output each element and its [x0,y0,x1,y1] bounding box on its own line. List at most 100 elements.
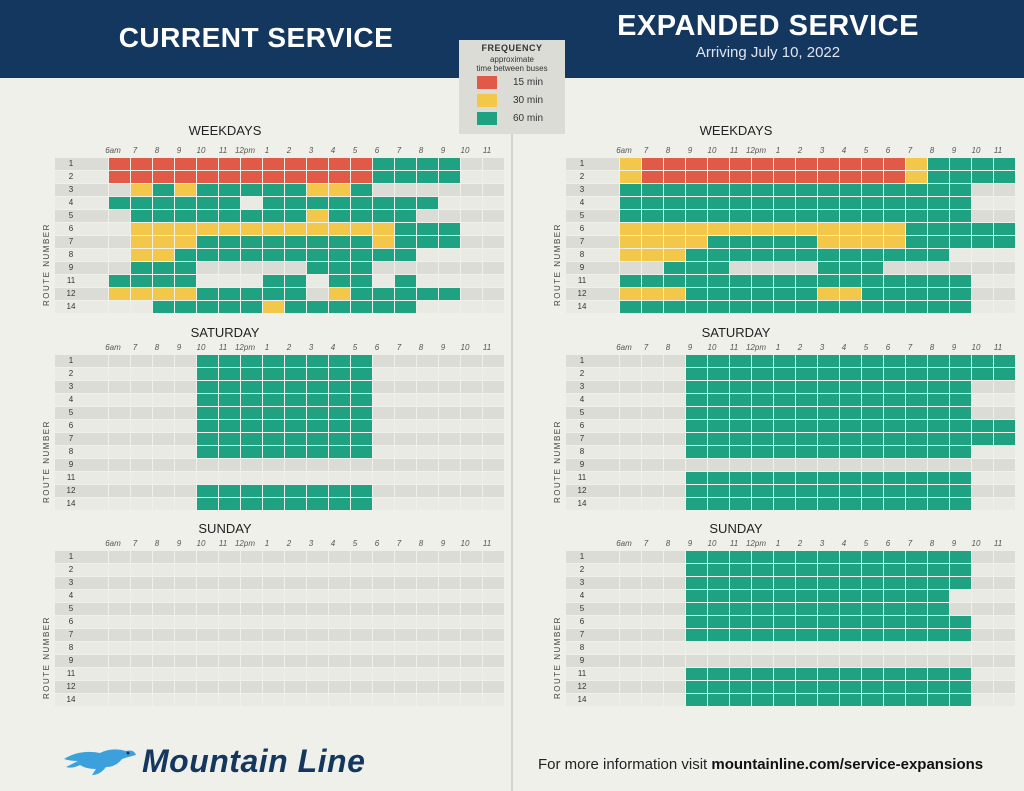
expanded-sunday-cell [818,564,840,576]
expanded-sunday-cell [642,564,664,576]
expanded-saturday-cell [994,446,1016,458]
expanded-saturday-cell [686,355,708,367]
current-sunday-cell [131,590,153,602]
legend-item-30min: 30 min [459,91,565,109]
expanded-sunday-cell [620,603,642,615]
expanded-sunday-route-label: 2 [566,564,598,576]
expanded-sunday-cell [664,655,686,667]
expanded-weekdays-cell [796,249,818,261]
expanded-sunday-cell [598,564,620,576]
current-sunday-cell [153,668,175,680]
expanded-saturday-cell [906,407,928,419]
current-weekdays-cell [395,171,417,183]
expanded-saturday-cell [620,355,642,367]
current-sunday-cell [109,564,131,576]
expanded-saturday-cell [686,498,708,510]
expanded-weekdays-cell [730,262,752,274]
current-weekdays-cell [373,301,395,313]
current-weekdays-cell [263,301,285,313]
expanded-saturday-cell [752,472,774,484]
expanded-sunday-cell [840,668,862,680]
expanded-saturday-cell [840,355,862,367]
expanded-sunday-cell [950,603,972,615]
expanded-weekdays-route-label: 7 [566,236,598,248]
current-weekdays-cell [219,184,241,196]
current-sunday-cell [351,603,373,615]
footer-info-link[interactable]: mountainline.com/service-expansions [711,756,984,773]
current-weekdays-cell [241,158,263,170]
expanded-saturday-cell [686,446,708,458]
expanded-weekdays-route-label: 2 [566,171,598,183]
expanded-saturday-cell [598,368,620,380]
current-saturday-cell [417,407,439,419]
current-weekdays-cell [197,249,219,261]
current-saturday-cell [483,472,505,484]
current-saturday-cell [131,407,153,419]
current-saturday-cell [131,420,153,432]
expanded-weekdays-cell [664,223,686,235]
current-saturday-hour-label: 11 [482,343,492,352]
current-saturday-cell [461,459,483,471]
expanded-weekdays-cell [862,275,884,287]
current-weekdays-cell [87,262,109,274]
current-weekdays-cell [241,249,263,261]
expanded-weekdays-cell [752,288,774,300]
current-sunday-cell [197,616,219,628]
expanded-weekdays-cell [664,171,686,183]
current-sunday-route-label: 4 [55,590,87,602]
expanded-saturday-cell [796,472,818,484]
current-sunday-cell [307,694,329,706]
expanded-weekdays-cell [928,223,950,235]
expanded-weekdays-cell [928,288,950,300]
current-weekdays-cell [197,301,219,313]
current-weekdays-cell [153,197,175,209]
expanded-saturday-cell [796,355,818,367]
expanded-weekdays-cell [818,158,840,170]
current-weekdays-cell [219,197,241,209]
current-sunday-hour-label: 10 [196,539,206,548]
current-sunday-route-label: 2 [55,564,87,576]
current-saturday-route-label: 1 [55,355,87,367]
legend-swatch-15min [477,75,497,89]
current-weekdays-hour-label: 6 [374,146,380,155]
expanded-weekdays-cell [664,210,686,222]
expanded-saturday-cell [730,420,752,432]
current-weekdays-cell [461,197,483,209]
current-weekdays-route-label: 12 [55,288,87,300]
expanded-saturday-cell [928,381,950,393]
expanded-saturday-cell [818,420,840,432]
current-sunday-cell [439,603,461,615]
current-weekdays-cell [197,288,219,300]
expanded-saturday-cell [730,368,752,380]
current-saturday-cell [197,420,219,432]
current-sunday-cell [263,642,285,654]
current-weekdays-cell [285,262,307,274]
expanded-saturday-cell [972,472,994,484]
expanded-sunday-cell [708,681,730,693]
expanded-saturday-cell [620,459,642,471]
expanded-saturday-cell [840,433,862,445]
current-sunday-cell [153,603,175,615]
current-saturday-cell [241,407,263,419]
current-saturday-route-label: 9 [55,459,87,471]
current-saturday-cell [395,368,417,380]
expanded-weekdays-cell [818,223,840,235]
current-saturday-cell [395,472,417,484]
expanded-sunday-cell [950,694,972,706]
current-saturday-hour-label: 7 [396,343,402,352]
current-saturday-cell [241,381,263,393]
current-weekdays-route-label: 11 [55,275,87,287]
current-weekdays-cell [109,171,131,183]
current-saturday-hour-label: 4 [330,343,336,352]
current-sunday-cell [329,694,351,706]
current-weekdays-cell [219,262,241,274]
expanded-saturday-cell [752,485,774,497]
current-saturday-cell [153,420,175,432]
current-weekdays-cell [263,288,285,300]
expanded-sunday-hour-label: 8 [665,539,671,548]
current-sunday-cell [351,655,373,667]
current-weekdays-cell [285,236,307,248]
current-sunday-cell [307,655,329,667]
current-sunday-route-label: 9 [55,655,87,667]
current-sunday-cell [373,668,395,680]
